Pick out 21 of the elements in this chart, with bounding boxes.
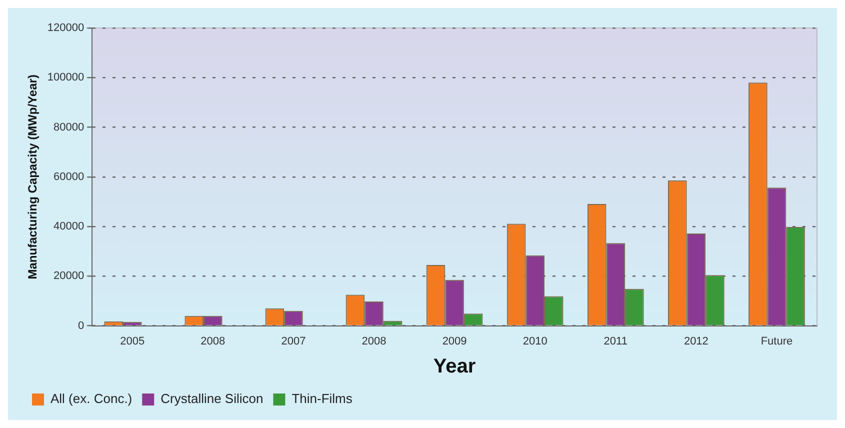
y-tick-label: 120000 (47, 22, 84, 34)
y-tick-label: 80000 (54, 121, 84, 134)
legend-label: Crystalline Silicon (160, 391, 264, 406)
x-tick-label: 2008 (200, 335, 226, 348)
x-axis-title: Year (433, 356, 476, 378)
y-axis-title: Manufacturing Capacity (MWp/Year) (26, 74, 40, 280)
y-tick-label: 40000 (54, 220, 84, 233)
legend-label: Thin-Films (292, 391, 353, 406)
x-tick-label: 2011 (604, 335, 628, 348)
y-tick-label: 20000 (54, 270, 84, 282)
legend-label: All (ex. Conc.) (50, 391, 132, 406)
y-tick-label: 60000 (54, 170, 84, 183)
x-tick-label: 2008 (362, 335, 386, 348)
x-tick-label: 2007 (281, 335, 306, 348)
x-tick-label: 2009 (442, 335, 467, 348)
x-tick-label: 2010 (522, 335, 548, 348)
y-tick-label: 100000 (47, 72, 84, 84)
x-tick-label: 2005 (120, 335, 145, 348)
y-tick-label: 0 (78, 320, 84, 332)
x-tick-label: Future (760, 335, 793, 348)
x-tick-label: 2012 (684, 335, 708, 348)
